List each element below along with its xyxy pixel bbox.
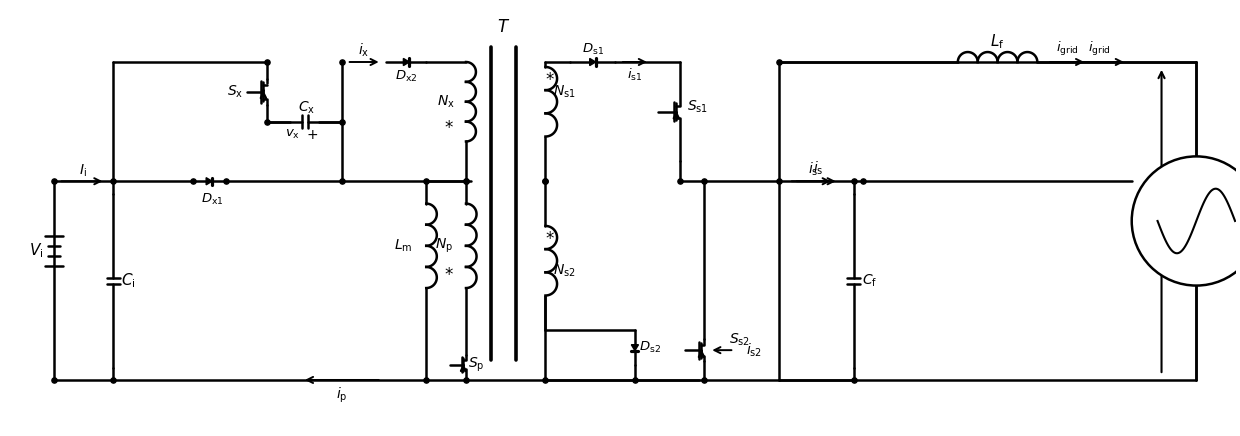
Text: $L_{\rm m}$: $L_{\rm m}$ (394, 238, 413, 254)
Text: $N_{\rm p}$: $N_{\rm p}$ (435, 237, 453, 255)
Text: $D_{\rm x2}$: $D_{\rm x2}$ (396, 69, 418, 85)
Text: $C_{\rm x}$: $C_{\rm x}$ (298, 99, 315, 116)
Text: $*$: $*$ (444, 118, 454, 135)
Text: $i_{\rm s}$: $i_{\rm s}$ (813, 160, 825, 177)
Text: $V_{\rm i}$: $V_{\rm i}$ (29, 242, 43, 260)
Text: $N_{\rm s2}$: $N_{\rm s2}$ (553, 262, 575, 279)
Text: $D_{\rm s1}$: $D_{\rm s1}$ (582, 41, 604, 57)
Text: $i_{\rm x}$: $i_{\rm x}$ (358, 41, 370, 59)
Text: $+$: $+$ (306, 128, 319, 142)
Text: $i_{\rm s}$: $i_{\rm s}$ (808, 160, 820, 178)
Text: $S_{\rm p}$: $S_{\rm p}$ (467, 355, 484, 374)
Text: $N_{\rm s1}$: $N_{\rm s1}$ (553, 84, 575, 100)
Text: $v_{\rm grid}$: $v_{\rm grid}$ (1148, 194, 1176, 208)
Text: $L_{\rm f}$: $L_{\rm f}$ (991, 33, 1004, 51)
Text: $*$: $*$ (544, 229, 554, 246)
Text: $i_{\rm s1}$: $i_{\rm s1}$ (627, 67, 642, 83)
Text: $C_{\rm f}$: $C_{\rm f}$ (862, 272, 877, 289)
Text: $S_{\rm s2}$: $S_{\rm s2}$ (729, 332, 750, 348)
Text: $N_{\rm x}$: $N_{\rm x}$ (438, 94, 455, 110)
Polygon shape (206, 177, 212, 185)
Text: $D_{\rm s2}$: $D_{\rm s2}$ (639, 340, 661, 355)
Text: $T$: $T$ (497, 19, 511, 36)
Polygon shape (631, 345, 639, 351)
Text: $v_{\rm x}$: $v_{\rm x}$ (285, 128, 300, 141)
Text: $i_{\rm s2}$: $i_{\rm s2}$ (746, 341, 763, 359)
Text: $D_{\rm x1}$: $D_{\rm x1}$ (201, 191, 224, 207)
Text: $S_{\rm x}$: $S_{\rm x}$ (227, 84, 243, 100)
Text: $*$: $*$ (444, 265, 454, 282)
Text: $i_{\rm grid}$: $i_{\rm grid}$ (1055, 40, 1079, 58)
Text: $C_{\rm i}$: $C_{\rm i}$ (120, 271, 135, 290)
Polygon shape (590, 58, 595, 65)
Text: $i_{\rm grid}$: $i_{\rm grid}$ (1087, 40, 1111, 58)
Text: $I_{\rm i}$: $I_{\rm i}$ (79, 162, 87, 178)
Text: $S_{\rm s1}$: $S_{\rm s1}$ (687, 99, 708, 115)
Polygon shape (403, 58, 409, 65)
Text: $i_{\rm p}$: $i_{\rm p}$ (336, 385, 347, 405)
Circle shape (1132, 157, 1240, 286)
Text: $*$: $*$ (544, 70, 554, 87)
